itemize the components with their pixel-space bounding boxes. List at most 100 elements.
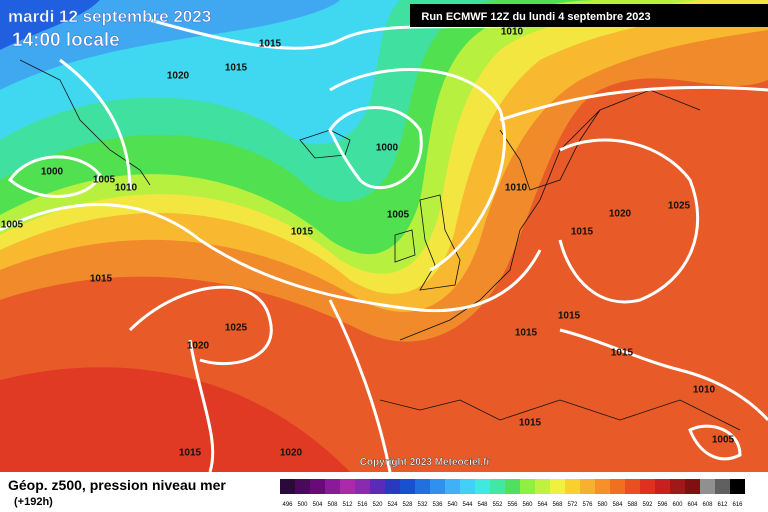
legend-swatch [505, 479, 520, 494]
legend-label: 528 [402, 502, 413, 508]
isobar-label: 1025 [668, 201, 691, 212]
legend-label: 596 [657, 502, 668, 508]
isobar-label: 1005 [712, 435, 735, 446]
isobar-label: 1015 [558, 311, 581, 322]
legend-label: 536 [432, 502, 443, 508]
isobar-label: 1015 [259, 39, 282, 50]
legend-label: 588 [627, 502, 638, 508]
isobar-label: 1010 [505, 183, 528, 194]
legend-swatch [490, 479, 505, 494]
legend-swatch [655, 479, 670, 494]
legend-label: 552 [492, 502, 503, 508]
legend-swatch [370, 479, 385, 494]
legend-swatch [520, 479, 535, 494]
isobar-label: 1020 [167, 71, 190, 82]
isobar-label: 1015 [571, 227, 594, 238]
legend-swatch [700, 479, 715, 494]
legend-swatch [400, 479, 415, 494]
lead-time: (+192h) [14, 496, 53, 508]
legend-swatch [625, 479, 640, 494]
isobar-label: 1000 [376, 143, 399, 154]
legend-label: 600 [672, 502, 683, 508]
legend-label: 576 [582, 502, 593, 508]
legend-swatch [385, 479, 400, 494]
z500-field [0, 0, 768, 472]
isobar-label: 1015 [611, 348, 634, 359]
legend-label: 524 [387, 502, 398, 508]
legend-label: 604 [687, 502, 698, 508]
legend-label: 572 [567, 502, 578, 508]
isobar-label: 1015 [291, 227, 314, 238]
run-label: Run ECMWF 12Z du lundi 4 septembre 2023 [421, 11, 650, 23]
legend-label: 592 [642, 502, 653, 508]
legend-label: 560 [522, 502, 533, 508]
legend-label: 496 [282, 502, 293, 508]
legend-label: 608 [702, 502, 713, 508]
legend-swatch [550, 479, 565, 494]
legend-label: 532 [417, 502, 428, 508]
isobar-label: 1005 [1, 220, 24, 231]
legend-swatch [595, 479, 610, 494]
isobar-label: 1010 [501, 27, 524, 38]
legend-label: 520 [372, 502, 383, 508]
legend-label: 516 [357, 502, 368, 508]
isobar-label: 1010 [115, 183, 138, 194]
legend-swatch [295, 479, 310, 494]
run-box [410, 4, 768, 27]
legend-swatch [610, 479, 625, 494]
legend-label: 508 [327, 502, 338, 508]
isobar-label: 1010 [693, 385, 716, 396]
legend-swatch [475, 479, 490, 494]
isobars [0, 18, 768, 473]
isobar-label: 1005 [387, 210, 410, 221]
legend-swatch [715, 479, 730, 494]
legend-swatch [580, 479, 595, 494]
legend-label: 500 [297, 502, 308, 508]
legend-label: 544 [462, 502, 473, 508]
isobar-label: 1025 [225, 323, 248, 334]
legend-label: 568 [552, 502, 563, 508]
legend-swatch [430, 479, 445, 494]
legend-swatch [670, 479, 685, 494]
legend-swatch [325, 479, 340, 494]
legend-swatch [310, 479, 325, 494]
time-label: 14:00 locale [12, 30, 120, 51]
color-legend: 496 500 504 508 512 516 520 524 528 532 536 540 544 5… [280, 479, 745, 508]
legend-swatch [565, 479, 580, 494]
isobar-label: 1015 [515, 328, 538, 339]
legend-swatch [640, 479, 655, 494]
legend-label: 564 [537, 502, 548, 508]
legend-label: 584 [612, 502, 623, 508]
isobar-label: 1015 [519, 418, 542, 429]
legend-swatch [355, 479, 370, 494]
legend-swatch [535, 479, 550, 494]
isobar-label: 1015 [225, 63, 248, 74]
isobar-label: 1020 [609, 209, 632, 220]
legend-label: 556 [507, 502, 518, 508]
legend-swatch [685, 479, 700, 494]
legend-swatch [415, 479, 430, 494]
legend-label: 616 [732, 502, 743, 508]
legend-swatch [280, 479, 295, 494]
legend-swatch [445, 479, 460, 494]
legend-swatch [460, 479, 475, 494]
legend-swatch [340, 479, 355, 494]
legend-label: 540 [447, 502, 458, 508]
legend-label: 612 [717, 502, 728, 508]
isobar-label: 1020 [187, 341, 210, 352]
legend-label: 548 [477, 502, 488, 508]
coastlines [19, 59, 741, 431]
legend-label: 504 [312, 502, 323, 508]
isobar-label: 1020 [280, 448, 303, 459]
isobar-label: 1005 [93, 175, 116, 186]
isobar-label: 1015 [179, 448, 202, 459]
footer-title: Géop. z500, pression niveau mer [8, 477, 226, 493]
isobar-label: 1000 [41, 167, 64, 178]
header: mardi 12 septembre 2023 14:00 locale Run… [8, 4, 768, 51]
date-label: mardi 12 septembre 2023 [8, 7, 211, 26]
copyright: Copyright 2023 Meteociel.fr [360, 457, 491, 468]
isobar-label: 1015 [90, 274, 113, 285]
legend-label: 580 [597, 502, 608, 508]
